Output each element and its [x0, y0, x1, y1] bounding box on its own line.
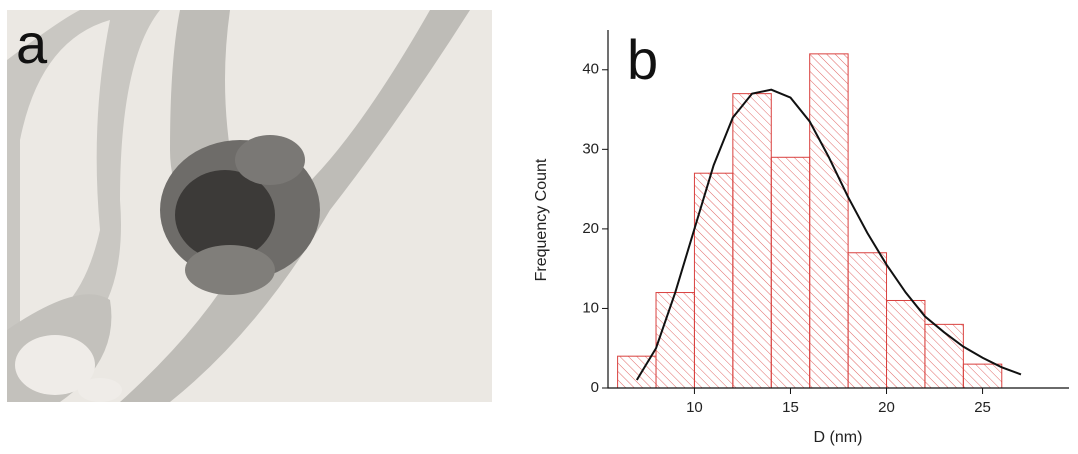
bar: [962, 363, 1003, 389]
bar: [770, 156, 811, 389]
y-tick-label: 0: [591, 379, 599, 396]
bar: [693, 172, 734, 389]
bar: [924, 323, 964, 389]
bar: [655, 292, 695, 389]
x-axis-label: D (nm): [814, 429, 863, 446]
y-tick-label: 30: [582, 140, 599, 157]
y-tick-label: 20: [582, 220, 599, 237]
y-tick-label: 10: [582, 299, 599, 316]
bar: [847, 252, 888, 389]
bar: [809, 53, 849, 389]
bar: [886, 299, 926, 389]
bar: [732, 93, 772, 389]
panel-label: a: [16, 12, 48, 75]
x-tick-label: 15: [782, 399, 799, 416]
x-tick-label: 20: [878, 399, 895, 416]
y-axis-label: Frequency Count: [533, 158, 550, 281]
scale-bar-label: 100 nm: [262, 405, 297, 416]
y-tick-label: 40: [582, 61, 599, 78]
tem-image: [7, 10, 492, 402]
x-tick-label: 25: [974, 399, 991, 416]
fit-curve: [635, 88, 1022, 381]
x-tick-label: 10: [686, 399, 703, 416]
chart-title: b: [627, 28, 658, 91]
bar: [617, 355, 657, 389]
